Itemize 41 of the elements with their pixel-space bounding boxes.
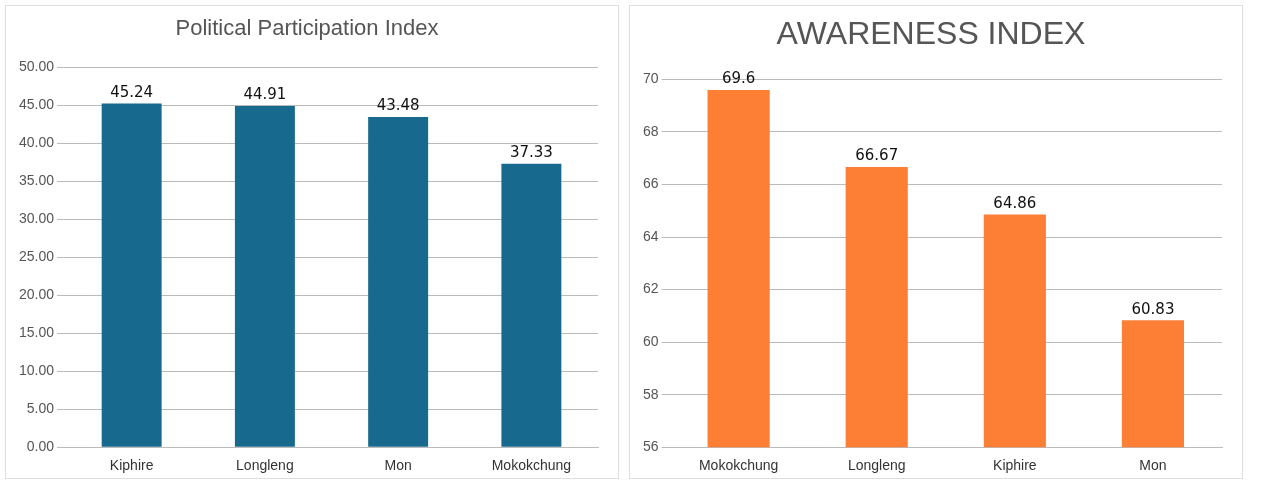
y-tick-label: 66 <box>642 175 659 192</box>
x-tick-label: Kiphire <box>109 457 154 474</box>
y-tick-label: 15.00 <box>18 324 55 341</box>
y-tick-label: 56 <box>642 438 659 455</box>
x-tick-label: Kiphire <box>993 457 1037 474</box>
x-tick-label: Longleng <box>847 457 906 474</box>
x-tick-label: Mon <box>1139 457 1167 474</box>
y-tick-label: 10.00 <box>18 362 55 379</box>
data-label: 60.83 <box>1131 299 1175 318</box>
y-tick-label: 40.00 <box>18 134 55 151</box>
bar <box>368 116 429 447</box>
y-tick-label: 20.00 <box>18 286 55 303</box>
chart-title: Political Participation Index <box>175 15 439 41</box>
chart-title: AWARENESS INDEX <box>776 15 1086 52</box>
y-tick-label: 0.00 <box>26 438 55 455</box>
data-label: 66.67 <box>855 146 899 165</box>
y-tick-label: 60 <box>642 332 659 349</box>
data-label: 45.24 <box>110 82 154 101</box>
data-label: 44.91 <box>243 85 287 104</box>
y-tick-label: 68 <box>642 122 659 139</box>
y-tick-label: 58 <box>642 385 659 402</box>
bar <box>501 163 562 447</box>
y-tick-label: 5.00 <box>26 400 55 417</box>
y-tick-label: 30.00 <box>18 210 55 227</box>
data-label: 43.48 <box>376 96 420 115</box>
y-tick-label: 62 <box>642 280 659 297</box>
data-label: 37.33 <box>509 143 553 162</box>
data-label: 69.6 <box>721 69 756 88</box>
y-tick-label: 25.00 <box>18 248 55 265</box>
x-tick-label: Longleng <box>236 457 294 474</box>
data-label: 64.86 <box>993 193 1037 212</box>
x-tick-label: Mokokchung <box>698 457 779 474</box>
bar <box>101 103 162 447</box>
y-tick-label: 50.00 <box>18 58 55 75</box>
y-tick-label: 64 <box>642 227 659 244</box>
x-tick-label: Mokokchung <box>491 457 572 474</box>
y-tick-label: 35.00 <box>18 172 55 189</box>
y-tick-label: 45.00 <box>18 96 55 113</box>
y-tick-label: 70 <box>642 70 659 87</box>
bar <box>234 106 295 447</box>
x-tick-label: Mon <box>384 457 412 474</box>
